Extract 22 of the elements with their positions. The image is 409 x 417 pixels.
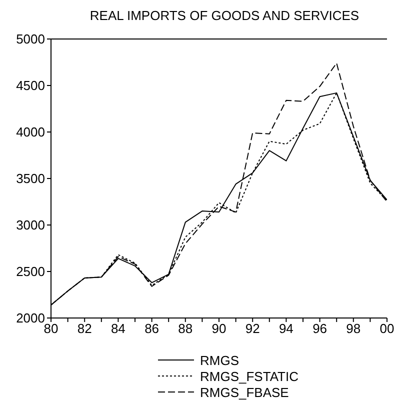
y-tick-label: 4500 xyxy=(16,78,45,94)
y-tick-label: 2500 xyxy=(16,264,45,280)
x-tick-label: 86 xyxy=(144,321,160,336)
y-tick-label: 2000 xyxy=(16,310,45,326)
x-tick-label: 80 xyxy=(44,321,58,336)
y-tick-label: 4000 xyxy=(16,124,45,140)
x-tick-label: 84 xyxy=(110,321,126,336)
x-tick-label: 92 xyxy=(245,321,260,336)
legend-label: RMGS xyxy=(200,352,239,368)
x-tick-label: 90 xyxy=(212,321,226,336)
y-tick-label: 3500 xyxy=(16,171,45,186)
x-tick-label: 96 xyxy=(312,321,328,336)
legend-label: RMGS_FBASE xyxy=(200,384,289,400)
x-tick-label: 88 xyxy=(178,321,193,336)
y-tick-label: 3000 xyxy=(16,218,45,233)
x-tick-label: 98 xyxy=(346,321,361,336)
chart-title: REAL IMPORTS OF GOODS AND SERVICES xyxy=(88,8,360,25)
x-tick-label: 00 xyxy=(380,321,394,336)
y-tick-label: 5000 xyxy=(16,32,45,47)
x-tick-label: 94 xyxy=(278,321,294,336)
x-tick-label: 82 xyxy=(77,321,92,336)
legend-label: RMGS_FSTATIC xyxy=(200,368,298,384)
